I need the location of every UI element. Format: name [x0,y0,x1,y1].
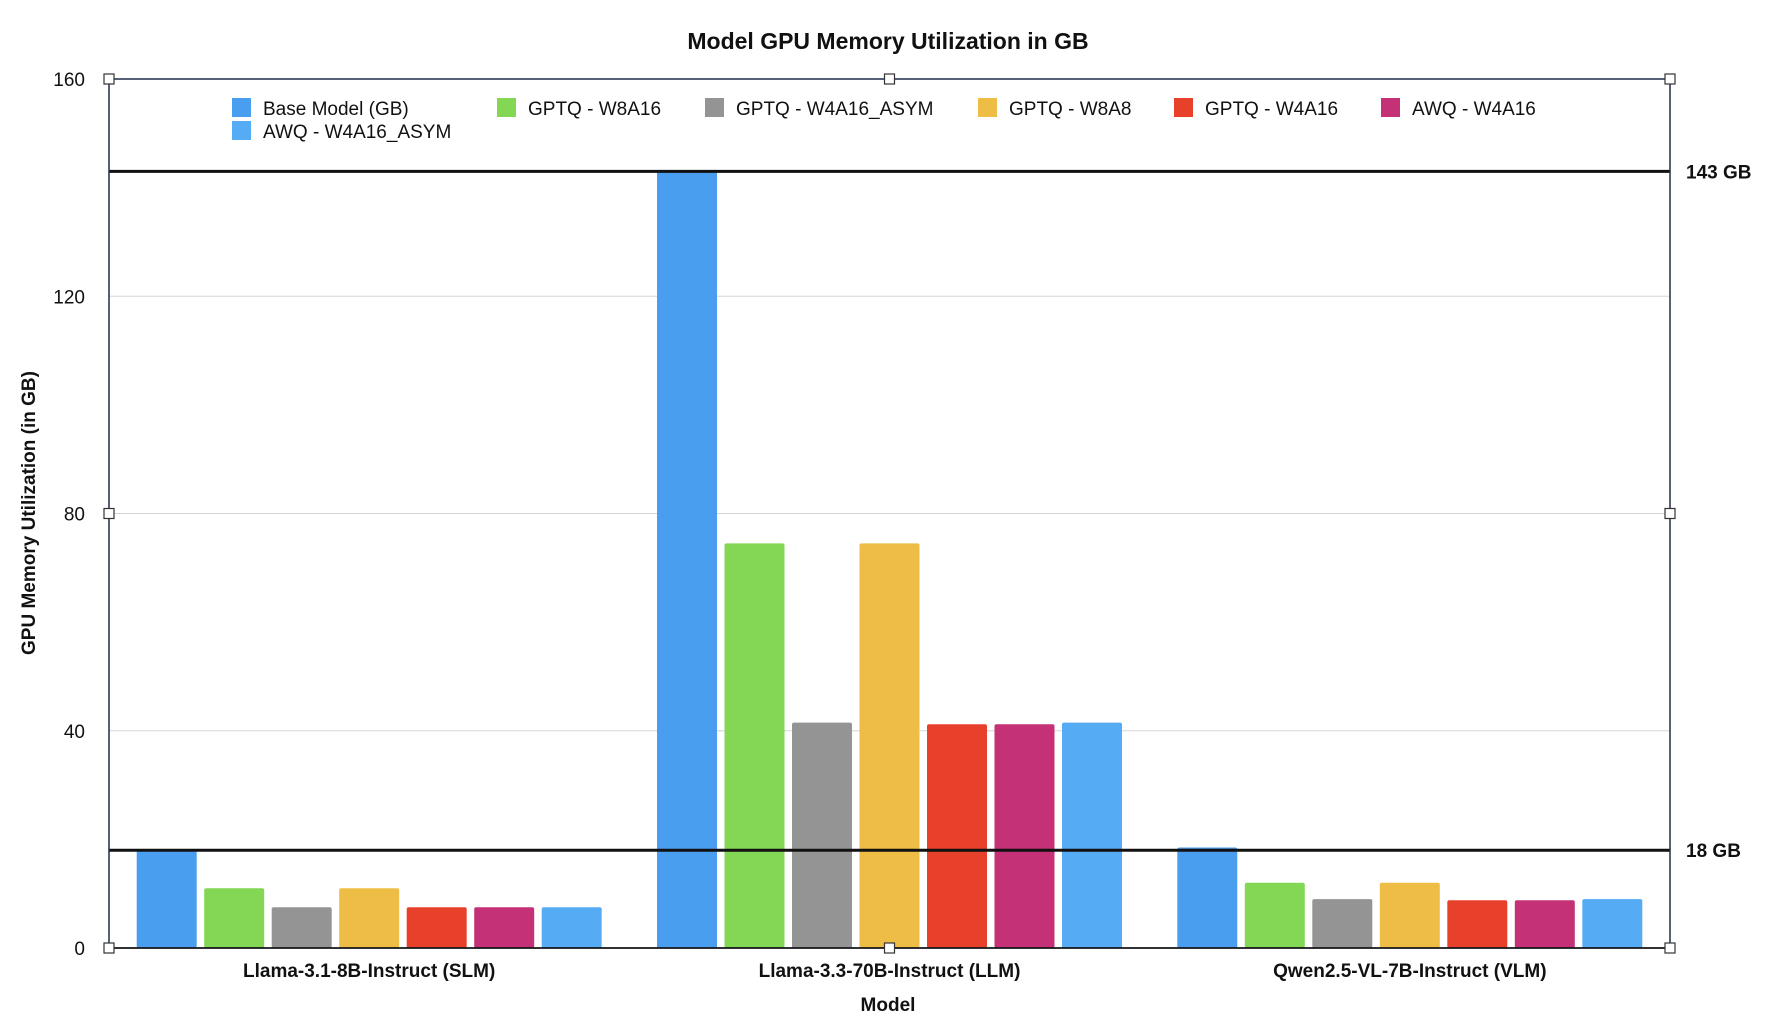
y-tick-label: 0 [74,939,85,960]
legend-label: AWQ - W4A16 [1412,99,1536,120]
bar [1514,900,1575,948]
y-tick-label: 120 [53,287,85,308]
x-category-label: Llama-3.1-8B-Instruct (SLM) [243,961,495,982]
plot-frame [103,73,1676,954]
bar [657,171,717,949]
legend-swatch [232,121,251,140]
bar [136,850,197,948]
reference-lines: 143 GB 18 GB [109,162,1751,862]
legend-label: GPTQ - W4A16_ASYM [736,99,933,120]
resize-handle[interactable] [103,73,115,85]
bar [339,888,400,948]
bar [1062,722,1122,948]
legend-label: GPTQ - W8A8 [1009,99,1131,120]
bar [724,543,785,948]
bar [1244,882,1305,948]
legend-item: GPTQ - W8A8 [978,98,1131,120]
bar [1312,899,1373,948]
y-tick-label: 40 [64,722,85,743]
x-category-labels: Llama-3.1-8B-Instruct (SLM) Llama-3.3-70B… [243,961,1547,982]
bar [271,907,332,948]
legend-label: Base Model (GB) [263,99,409,120]
x-category-label: Llama-3.3-70B-Instruct (LLM) [759,961,1021,982]
bar [1582,899,1643,948]
legend-item: GPTQ - W4A16 [1174,98,1338,120]
bar [859,543,920,948]
legend-label: GPTQ - W4A16 [1205,99,1338,120]
legend-item: GPTQ - W4A16_ASYM [705,98,933,120]
y-axis-label: GPU Memory Utilization (in GB) [19,371,40,655]
bar [406,907,467,948]
y-tick-label: 80 [64,505,85,526]
legend-swatch [978,98,997,117]
legend-item: AWQ - W4A16 [1381,98,1536,120]
legend-swatch [1381,98,1400,117]
resize-handle[interactable] [103,942,115,954]
legend-label: GPTQ - W8A16 [528,99,661,120]
bar [994,724,1055,948]
bar [474,907,535,948]
reference-line-label: 18 GB [1686,841,1741,862]
resize-handle[interactable] [1664,73,1676,85]
y-tick-label: 160 [53,70,85,91]
resize-handle[interactable] [1664,507,1676,520]
legend-label: AWQ - W4A16_ASYM [263,122,451,143]
bar [1447,900,1508,948]
legend-swatch [1174,98,1193,117]
chart-title: Model GPU Memory Utilization in GB [687,28,1088,54]
resize-handle[interactable] [1664,942,1676,954]
x-category-label: Qwen2.5-VL-7B-Instruct (VLM) [1273,961,1546,982]
bar [541,907,602,948]
legend-swatch [497,98,516,117]
y-tick-labels: 0 40 80 120 160 [53,70,85,960]
bar [1177,847,1238,948]
legend-item: Base Model (GB) [232,98,409,120]
legend-item: AWQ - W4A16_ASYM [232,121,451,143]
resize-handle[interactable] [883,942,896,954]
bar [792,722,852,948]
legend-item: GPTQ - W8A16 [497,98,661,120]
legend-swatch [705,98,724,117]
bar [1379,882,1440,948]
legend-swatch [232,98,251,117]
x-axis-label: Model [861,995,916,1016]
resize-handle[interactable] [103,507,115,520]
legend: Base Model (GB) GPTQ - W8A16 GPTQ - W4A16_… [232,98,1536,143]
bars [136,171,1643,949]
bar [927,724,987,948]
bar [204,888,265,948]
resize-handle[interactable] [883,73,896,85]
reference-line-label: 143 GB [1686,162,1751,183]
